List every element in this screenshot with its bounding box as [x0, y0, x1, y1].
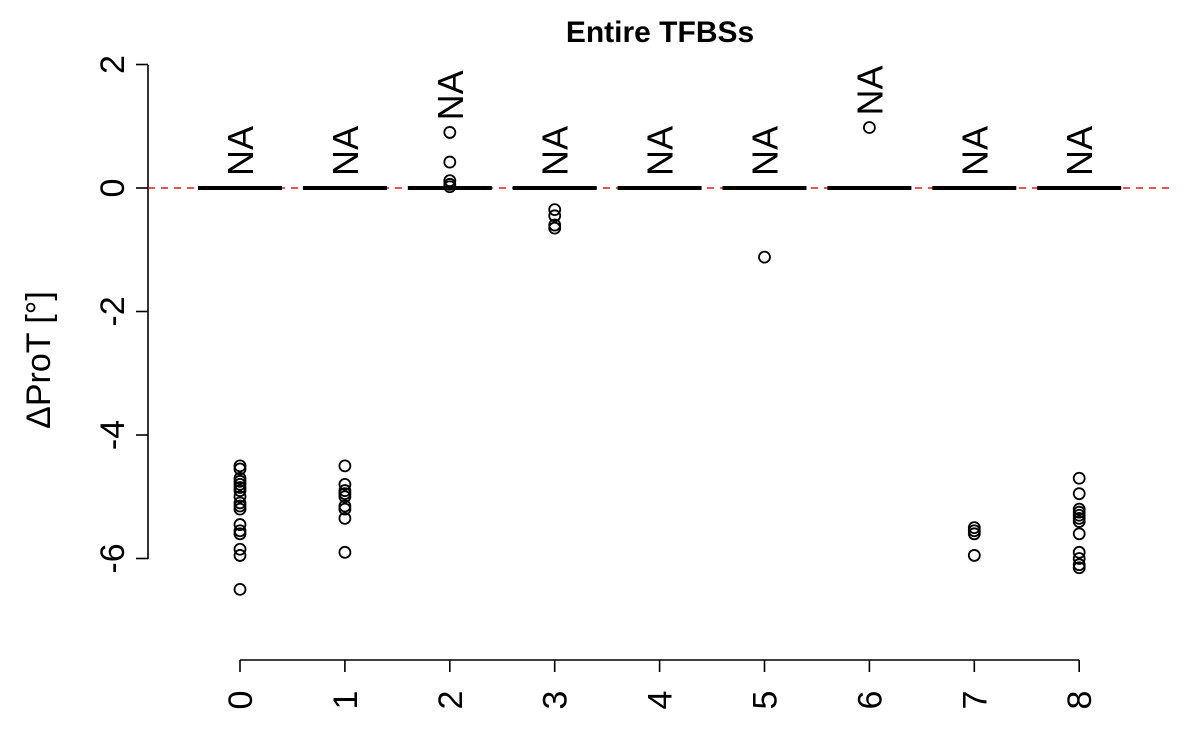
outlier-point — [338, 502, 352, 516]
x-tick-label: 8 — [1061, 691, 1099, 710]
box-na-label: NA — [1059, 126, 1100, 176]
outlier-point — [338, 490, 352, 504]
box-group-2: NA — [407, 70, 492, 194]
outlier-point — [338, 459, 352, 473]
x-tick-label: 0 — [222, 691, 260, 710]
outlier-point — [1072, 515, 1086, 528]
outlier-point — [233, 542, 247, 556]
outlier-point — [338, 477, 352, 491]
outlier-point — [233, 490, 247, 504]
y-axis-ticks: 2 0 -2 -4 -6 — [94, 55, 148, 574]
box-na-label: NA — [535, 126, 576, 176]
y-tick-label: -4 — [94, 420, 132, 450]
box-group-0: NA — [198, 126, 282, 596]
box-group-5: NA — [722, 126, 807, 264]
x-tick-label: 2 — [432, 691, 470, 710]
box-na-label: NA — [954, 126, 995, 176]
x-tick-label: 3 — [537, 691, 575, 710]
outlier-point — [233, 502, 247, 516]
outlier-point — [548, 221, 562, 235]
outlier-point — [548, 203, 562, 217]
outlier-point — [443, 180, 457, 194]
plot-area: NA NA NA NA NA NA NA NA NA — [198, 65, 1122, 596]
outlier-point — [967, 549, 981, 562]
outlier-point — [233, 484, 247, 497]
y-tick-label: -2 — [94, 296, 132, 326]
outlier-point — [1072, 545, 1086, 559]
outlier-point — [1072, 527, 1086, 541]
x-tick-label: 1 — [327, 691, 365, 710]
box-na-label: NA — [325, 126, 366, 176]
outlier-point — [233, 582, 247, 596]
box-group-6: NA — [827, 65, 912, 190]
outlier-point — [758, 250, 771, 264]
box-group-1: NA — [302, 126, 387, 559]
outlier-point — [1072, 552, 1086, 565]
y-tick-label: 0 — [94, 179, 132, 198]
outlier-point — [1072, 471, 1086, 485]
box-group-8: NA — [1037, 126, 1122, 575]
outlier-point — [548, 209, 562, 223]
outlier-point — [1072, 487, 1086, 501]
y-axis-label: ΔProT [°] — [20, 291, 58, 429]
box-na-label: NA — [220, 126, 261, 176]
outlier-point — [443, 174, 457, 187]
outlier-point — [233, 462, 247, 476]
outlier-point — [233, 518, 247, 531]
x-tick-label: 5 — [747, 691, 785, 710]
box-group-4: NA — [617, 126, 702, 190]
x-tick-label: 6 — [851, 691, 889, 710]
box-na-label: NA — [640, 126, 681, 176]
box-group-3: NA — [512, 126, 597, 235]
outlier-point — [443, 155, 457, 169]
x-tick-label: 7 — [956, 691, 994, 710]
x-axis-ticks: 0 1 2 3 4 5 6 7 8 — [222, 660, 1099, 709]
outlier-point — [338, 545, 352, 559]
outlier-point — [338, 511, 352, 525]
outlier-point — [233, 549, 247, 562]
outlier-point — [863, 121, 876, 134]
y-tick-label: -6 — [94, 543, 132, 573]
box-group-7: NA — [932, 126, 1017, 562]
chart-title: Entire TFBSs — [566, 16, 754, 49]
outlier-point — [1072, 561, 1086, 575]
outlier-point — [443, 126, 457, 139]
outlier-point — [967, 527, 981, 541]
box-na-label: NA — [430, 70, 471, 120]
outlier-point — [233, 527, 247, 541]
box-na-label: NA — [849, 65, 890, 115]
box-na-label: NA — [745, 126, 786, 176]
x-tick-label: 4 — [642, 691, 680, 710]
y-tick-label: 2 — [94, 55, 132, 74]
